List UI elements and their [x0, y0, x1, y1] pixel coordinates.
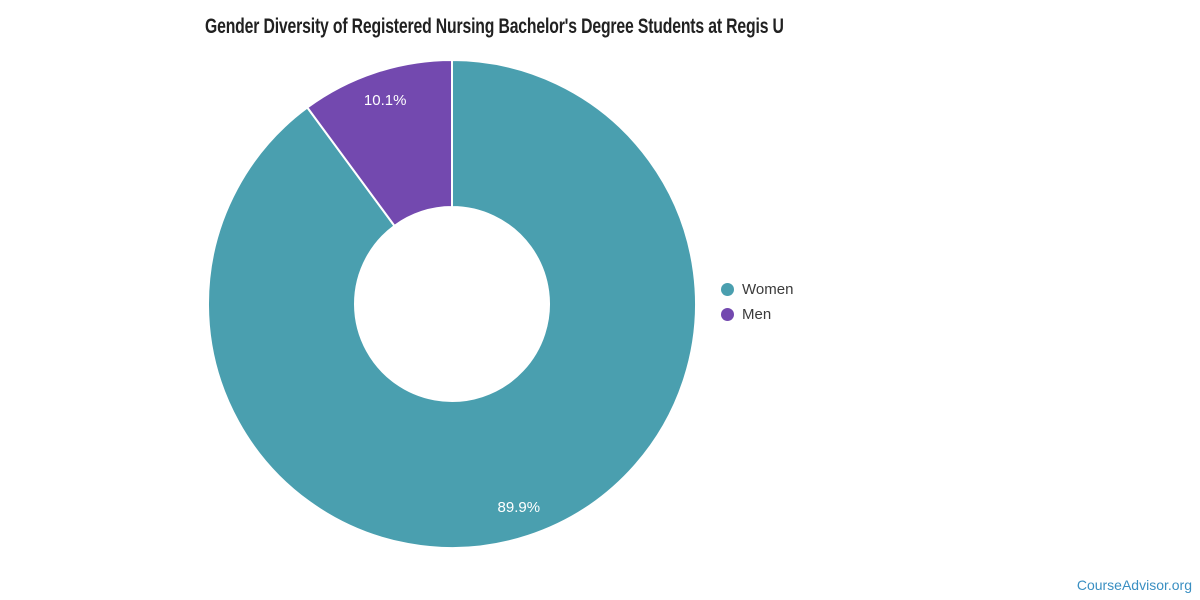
legend-swatch-women-icon [721, 283, 734, 296]
legend-item-men: Men [721, 302, 793, 327]
slice-women [207, 59, 697, 549]
donut-chart: 89.9% 10.1% [207, 59, 697, 549]
slice-label-women: 89.9% [498, 499, 541, 516]
slice-men [306, 59, 453, 227]
legend-swatch-men-icon [721, 308, 734, 321]
donut-chart-container: 89.9% 10.1% [206, 58, 698, 550]
legend-label-women: Women [742, 281, 794, 298]
chart-title: Gender Diversity of Registered Nursing B… [205, 15, 784, 38]
legend: Women Men [721, 277, 793, 327]
legend-item-women: Women [721, 277, 793, 302]
legend-label-men: Men [742, 306, 772, 323]
attribution-link[interactable]: CourseAdvisor.org [1076, 577, 1192, 593]
slice-label-men: 10.1% [364, 92, 407, 109]
